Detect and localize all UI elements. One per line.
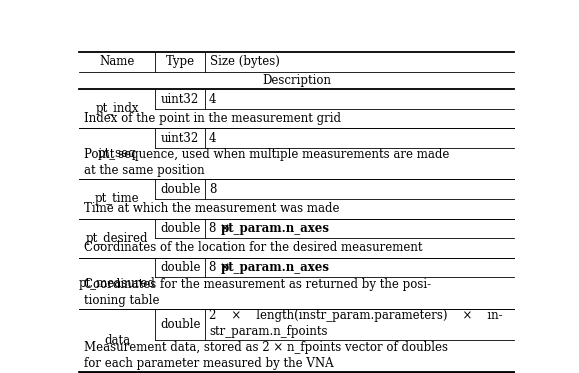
Text: Time at which the measurement was made: Time at which the measurement was made bbox=[83, 202, 339, 215]
Text: Coordinates for the measurement as returned by the posi-: Coordinates for the measurement as retur… bbox=[83, 278, 431, 291]
Text: 8 ×: 8 × bbox=[209, 222, 234, 235]
Text: pt_param.n_axes: pt_param.n_axes bbox=[221, 222, 330, 235]
Text: Measurement data, stored as 2 × n_fpoints vector of doubles: Measurement data, stored as 2 × n_fpoint… bbox=[83, 341, 448, 354]
Text: double: double bbox=[160, 318, 200, 331]
Text: pt_indx: pt_indx bbox=[96, 102, 139, 115]
Text: pt_param.n_axes: pt_param.n_axes bbox=[221, 261, 330, 274]
Text: 8 ×: 8 × bbox=[209, 261, 234, 274]
Text: Point sequence, used when multiple measurements are made: Point sequence, used when multiple measu… bbox=[83, 148, 449, 162]
Text: double: double bbox=[160, 222, 200, 235]
Text: pt_seq: pt_seq bbox=[98, 147, 137, 160]
Text: Name: Name bbox=[100, 56, 135, 69]
Text: 4: 4 bbox=[209, 93, 217, 106]
Text: pt_measured: pt_measured bbox=[79, 277, 156, 290]
Text: 4: 4 bbox=[209, 132, 217, 145]
Text: Index of the point in the measurement grid: Index of the point in the measurement gr… bbox=[83, 112, 340, 125]
Text: tioning table: tioning table bbox=[83, 294, 159, 307]
Text: Type: Type bbox=[166, 56, 195, 69]
Text: Coordinates of the location for the desired measurement: Coordinates of the location for the desi… bbox=[83, 241, 422, 254]
Text: double: double bbox=[160, 183, 200, 196]
Text: pt_desired: pt_desired bbox=[86, 232, 148, 245]
Text: at the same position: at the same position bbox=[83, 164, 204, 177]
Text: uint32: uint32 bbox=[161, 93, 199, 106]
Text: pt_time: pt_time bbox=[95, 192, 140, 206]
Text: Size (bytes): Size (bytes) bbox=[210, 56, 280, 69]
Text: 8: 8 bbox=[209, 183, 217, 196]
Text: 2    ×    length(instr_param.parameters)    ×    in-: 2 × length(instr_param.parameters) × in- bbox=[209, 309, 503, 322]
Text: Description: Description bbox=[262, 74, 331, 87]
Text: data: data bbox=[104, 334, 130, 347]
Text: str_param.n_fpoints: str_param.n_fpoints bbox=[209, 325, 327, 338]
Text: uint32: uint32 bbox=[161, 132, 199, 145]
Text: double: double bbox=[160, 261, 200, 274]
Text: for each parameter measured by the VNA: for each parameter measured by the VNA bbox=[83, 357, 334, 370]
